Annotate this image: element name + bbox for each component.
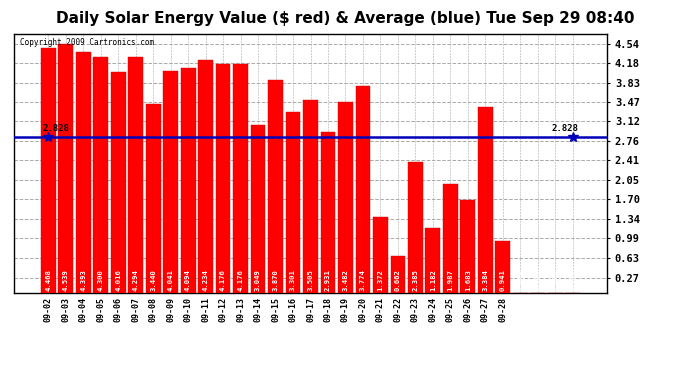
- Bar: [373, 217, 388, 292]
- Bar: [478, 107, 493, 292]
- Text: 3.482: 3.482: [342, 270, 348, 291]
- Bar: [426, 228, 440, 292]
- Bar: [321, 132, 335, 292]
- Bar: [391, 256, 405, 292]
- Text: 4.393: 4.393: [80, 270, 86, 291]
- Text: Copyright 2009 Cartronics.com: Copyright 2009 Cartronics.com: [20, 38, 154, 46]
- Text: 2.828: 2.828: [43, 124, 70, 133]
- Bar: [93, 57, 108, 292]
- Text: 1.987: 1.987: [447, 270, 453, 291]
- Text: 3.049: 3.049: [255, 270, 261, 291]
- Bar: [128, 57, 143, 292]
- Text: 4.176: 4.176: [220, 270, 226, 291]
- Text: 1.182: 1.182: [430, 270, 436, 291]
- Text: 3.505: 3.505: [308, 270, 313, 291]
- Bar: [443, 184, 458, 292]
- Text: 3.440: 3.440: [150, 270, 156, 291]
- Text: 0.000: 0.000: [518, 270, 523, 291]
- Text: 3.870: 3.870: [273, 270, 279, 291]
- Text: 2.385: 2.385: [413, 270, 418, 291]
- Text: 3.301: 3.301: [290, 270, 296, 291]
- Bar: [58, 44, 73, 292]
- Text: 1.683: 1.683: [465, 270, 471, 291]
- Bar: [181, 68, 195, 292]
- Text: 4.234: 4.234: [203, 270, 208, 291]
- Bar: [495, 241, 511, 292]
- Text: 1.372: 1.372: [377, 270, 384, 291]
- Bar: [460, 200, 475, 292]
- Text: 4.041: 4.041: [168, 270, 174, 291]
- Text: 2.931: 2.931: [325, 270, 331, 291]
- Text: 4.094: 4.094: [185, 270, 191, 291]
- Bar: [286, 111, 300, 292]
- Bar: [146, 104, 161, 292]
- Bar: [303, 100, 318, 292]
- Bar: [110, 72, 126, 292]
- Text: Daily Solar Energy Value ($ red) & Average (blue) Tue Sep 29 08:40: Daily Solar Energy Value ($ red) & Avera…: [56, 11, 634, 26]
- Text: 4.539: 4.539: [63, 270, 69, 291]
- Text: 0.000: 0.000: [535, 270, 541, 291]
- Bar: [41, 48, 56, 292]
- Bar: [408, 162, 423, 292]
- Bar: [76, 52, 90, 292]
- Text: 0.662: 0.662: [395, 270, 401, 291]
- Text: 4.294: 4.294: [132, 270, 139, 291]
- Text: 0.000: 0.000: [570, 270, 575, 291]
- Bar: [355, 86, 371, 292]
- Bar: [216, 64, 230, 292]
- Text: 0.000: 0.000: [552, 270, 558, 291]
- Bar: [233, 64, 248, 292]
- Text: 4.016: 4.016: [115, 270, 121, 291]
- Bar: [250, 125, 266, 292]
- Text: 3.774: 3.774: [360, 270, 366, 291]
- Bar: [338, 102, 353, 292]
- Bar: [163, 71, 178, 292]
- Text: 2.828: 2.828: [551, 124, 578, 133]
- Text: 0.941: 0.941: [500, 270, 506, 291]
- Text: 4.176: 4.176: [237, 270, 244, 291]
- Bar: [198, 60, 213, 292]
- Text: 4.300: 4.300: [98, 270, 104, 291]
- Text: 3.384: 3.384: [482, 270, 489, 291]
- Text: 4.468: 4.468: [46, 270, 51, 291]
- Bar: [268, 80, 283, 292]
